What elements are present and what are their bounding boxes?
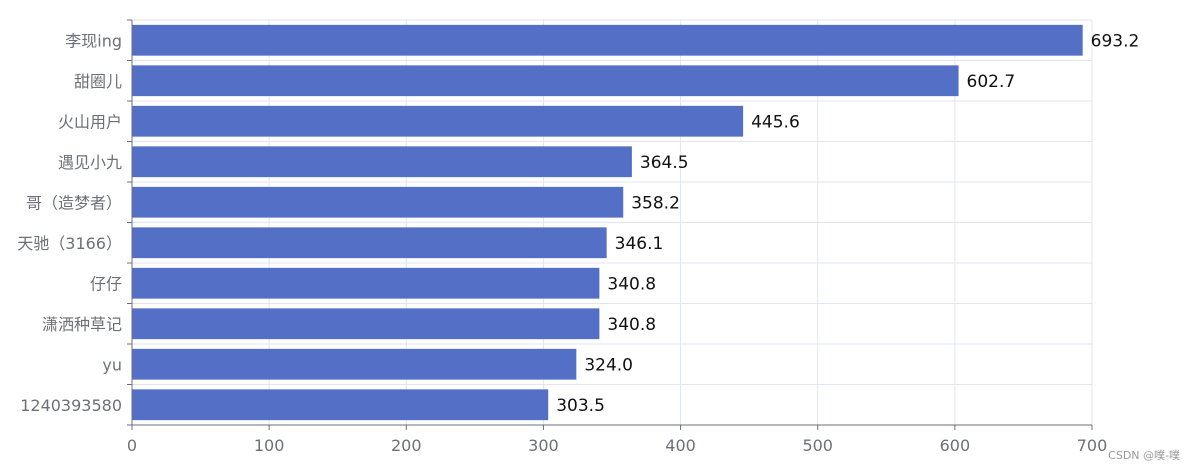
y-tick-label: 天驰（3166） [17,234,122,253]
data-label: 693.2 [1091,31,1140,51]
x-tick-label: 0 [127,436,137,455]
x-tick-label: 500 [802,436,833,455]
bar [132,267,600,299]
data-label: 324.0 [584,355,633,375]
data-label: 340.8 [607,274,656,294]
bar [132,348,577,380]
y-tick-label: 1240393580 [20,396,122,415]
bar [132,186,624,218]
data-label: 358.2 [631,193,680,213]
y-tick-label: 遇见小九 [58,153,122,172]
data-label: 346.1 [615,234,664,254]
bar [132,308,600,340]
bar [132,105,744,137]
bar [132,65,959,97]
data-label: 602.7 [967,72,1016,92]
data-label: 364.5 [640,153,689,173]
watermark: CSDN @噗-噗 [1108,449,1180,462]
y-tick-label: 哥（造梦者） [26,193,122,212]
y-tick-label: yu [102,355,122,374]
bar [132,24,1083,56]
x-tick-label: 600 [940,436,971,455]
data-label: 340.8 [607,315,656,335]
y-tick-label: 火山用户 [58,112,122,131]
data-label: 445.6 [751,112,800,132]
y-tick-label: 李现ing [65,31,122,50]
x-tick-label: 400 [665,436,696,455]
y-tick-label: 潇洒种草记 [42,315,122,334]
x-tick-label: 200 [391,436,422,455]
data-label: 303.5 [556,396,605,416]
bar [132,389,549,421]
axes [127,19,1093,430]
bars [132,24,1083,421]
x-tick-label: 300 [528,436,559,455]
y-tick-label: 甜圈儿 [74,72,122,91]
x-tick-label: 700 [1077,436,1108,455]
bar [132,146,632,178]
bar [132,227,607,259]
y-tick-label: 仔仔 [90,274,122,293]
x-tick-label: 100 [254,436,285,455]
